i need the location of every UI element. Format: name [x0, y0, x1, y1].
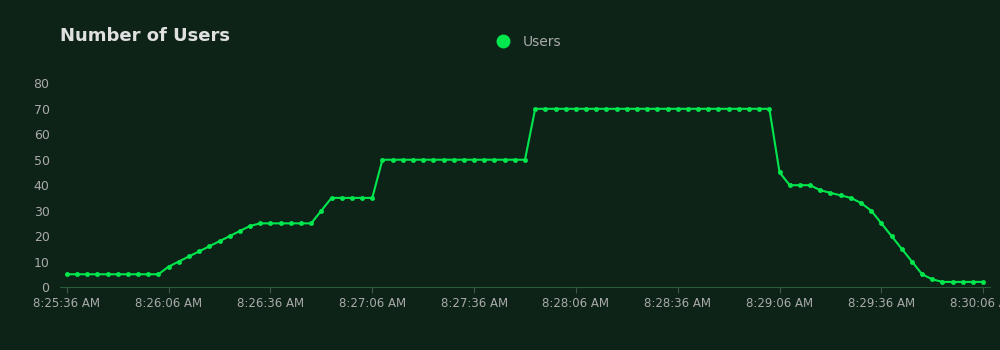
Legend: Users: Users	[483, 30, 567, 55]
Text: Number of Users: Number of Users	[60, 27, 230, 45]
